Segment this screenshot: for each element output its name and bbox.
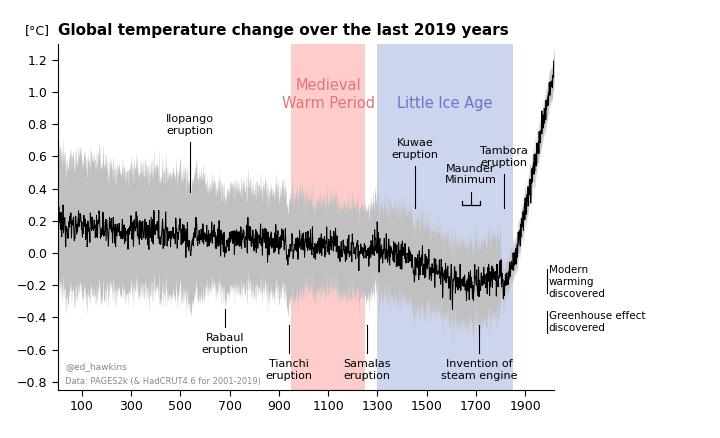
Text: Maunder
Minimum: Maunder Minimum <box>445 164 497 185</box>
Text: Global temperature change over the last 2019 years: Global temperature change over the last … <box>58 24 508 39</box>
Text: [°C]: [°C] <box>25 24 50 37</box>
Text: Samalas
eruption: Samalas eruption <box>343 359 390 381</box>
Text: @ed_hawkins: @ed_hawkins <box>65 362 127 371</box>
Text: Rabaul
eruption: Rabaul eruption <box>202 333 248 355</box>
Text: Data: PAGES2k (& HadCRUT4.6 for 2001-2019): Data: PAGES2k (& HadCRUT4.6 for 2001-201… <box>65 378 261 386</box>
Text: Invention of
steam engine: Invention of steam engine <box>441 359 517 381</box>
Text: Ilopango
eruption: Ilopango eruption <box>166 114 215 135</box>
Text: Tambora
eruption: Tambora eruption <box>480 146 528 168</box>
Bar <box>377 44 513 390</box>
Text: Kuwae
eruption: Kuwae eruption <box>392 138 438 160</box>
Text: Greenhouse effect
discovered: Greenhouse effect discovered <box>549 311 645 333</box>
Text: Tianchi
eruption: Tianchi eruption <box>265 359 312 381</box>
Bar <box>291 44 365 390</box>
Text: Medieval
Warm Period: Medieval Warm Period <box>282 78 374 111</box>
Text: Modern
warming
discovered: Modern warming discovered <box>549 265 606 300</box>
Text: Little Ice Age: Little Ice Age <box>397 96 493 111</box>
